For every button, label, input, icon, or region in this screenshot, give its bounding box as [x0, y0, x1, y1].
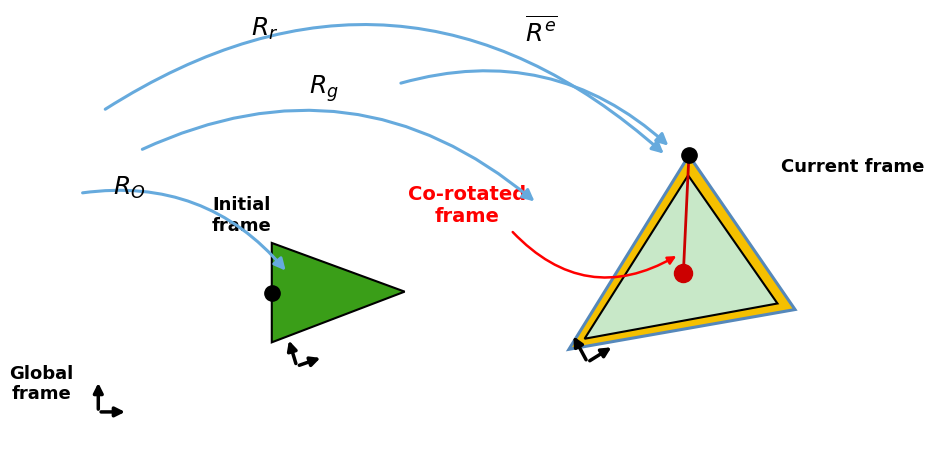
Text: $\mathit{R_g}$: $\mathit{R_g}$ [309, 73, 339, 104]
Polygon shape [272, 243, 405, 342]
Text: $\mathit{R_r}$: $\mathit{R_r}$ [251, 16, 278, 42]
Text: $\overline{R^e}$: $\overline{R^e}$ [525, 16, 557, 46]
Text: $\mathit{R_O}$: $\mathit{R_O}$ [113, 175, 145, 201]
Text: Co-rotated
frame: Co-rotated frame [408, 185, 526, 226]
Polygon shape [585, 175, 777, 339]
Text: Current frame: Current frame [781, 159, 925, 176]
Text: Global
frame: Global frame [9, 365, 73, 404]
Text: Initial
frame: Initial frame [212, 196, 272, 234]
Polygon shape [569, 155, 795, 349]
